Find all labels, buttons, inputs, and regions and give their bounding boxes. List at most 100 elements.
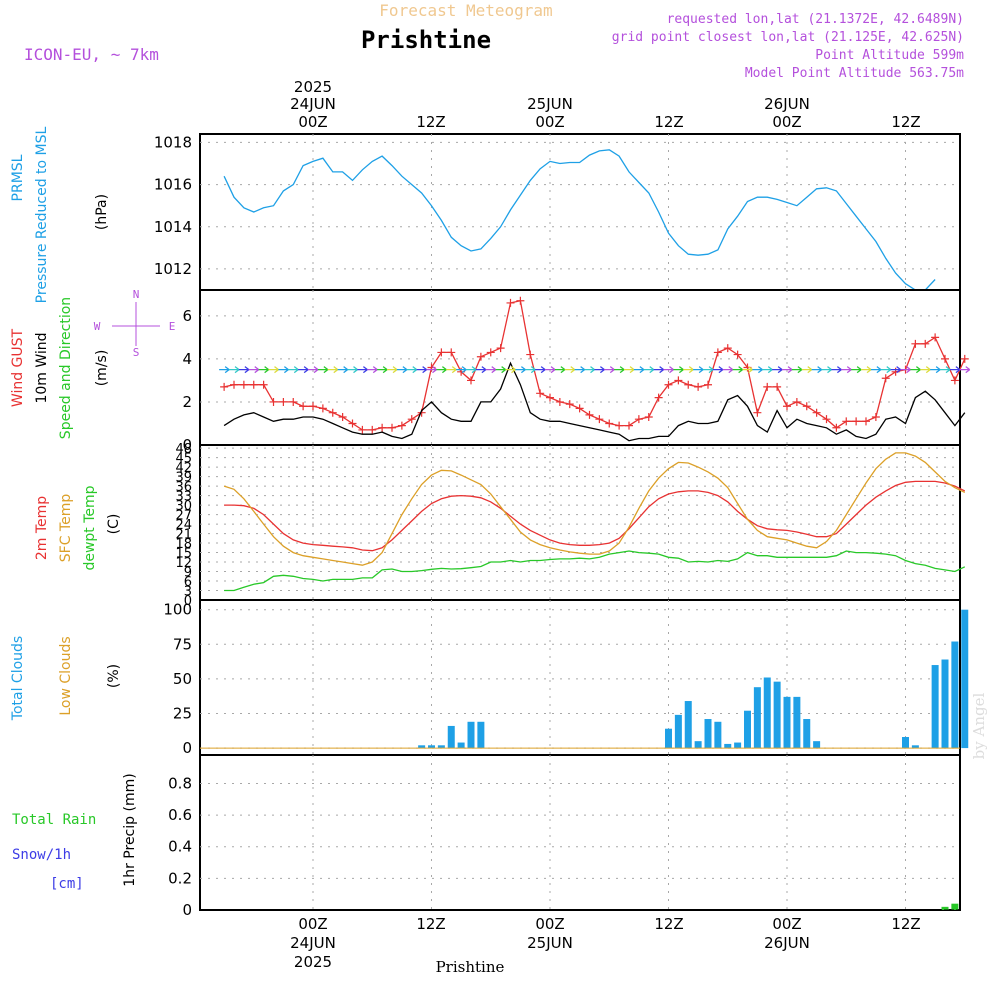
wind-direction-arrow	[683, 366, 694, 374]
y-tick-label: 15	[175, 547, 192, 562]
total-clouds-bar	[803, 719, 811, 749]
bottom-tick-label-2: 12Z	[416, 915, 445, 933]
wind-direction-arrow	[357, 366, 368, 374]
y-tick-label: 33	[175, 490, 192, 505]
compass-south: S	[133, 346, 140, 359]
gust-point	[921, 339, 930, 348]
bottom-day-label-2: 25JUN	[527, 934, 573, 952]
total-clouds-bar	[457, 742, 465, 749]
total-clouds-bar	[704, 719, 712, 749]
total-clouds-bar	[418, 745, 426, 749]
wind-direction-arrow	[219, 366, 230, 374]
compass-north: N	[133, 288, 140, 301]
total-clouds-bar	[902, 737, 909, 749]
wind-direction-arrow	[466, 366, 477, 374]
y-tick-label: 100	[163, 601, 192, 619]
top-day-label-3: 26JUN	[764, 95, 810, 113]
gust-point	[950, 376, 959, 385]
gust-point	[506, 298, 515, 307]
wind-direction-arrow	[367, 366, 378, 374]
gust-point	[239, 380, 248, 389]
series-line-sfc-temp	[223, 452, 966, 566]
gust-point	[654, 393, 663, 402]
wind-direction-arrow	[416, 366, 428, 374]
wind-direction-arrow	[485, 366, 497, 374]
gust-point	[704, 380, 712, 389]
top-year-label: 2025	[294, 78, 332, 96]
wind-direction-arrow	[703, 366, 714, 374]
y-tick-label: 3	[184, 585, 192, 600]
snow-unit: [cm]	[50, 876, 84, 892]
wind-direction-arrow	[426, 366, 437, 374]
gust-point	[634, 415, 643, 424]
gust-point	[447, 348, 456, 357]
total-clouds-bar	[694, 741, 702, 749]
total-clouds-bar	[951, 641, 959, 749]
gust-point	[763, 382, 772, 391]
gust-point	[467, 376, 475, 385]
wind-direction-arrow	[446, 366, 457, 374]
wind-direction-arrow	[604, 366, 615, 374]
wind-direction-arrow	[663, 366, 674, 374]
gust-point	[269, 397, 278, 406]
gust-point	[871, 413, 880, 422]
gust-point	[526, 350, 535, 359]
wind-direction-arrow	[821, 366, 832, 374]
wind-direction-arrow	[248, 366, 260, 374]
gust-point	[773, 382, 782, 391]
top-tick-label-5: 00Z	[772, 113, 801, 131]
compass-west: W	[94, 320, 101, 333]
gust-point	[289, 397, 298, 406]
y-tick-label: 0.2	[168, 869, 192, 887]
wind-direction-arrow	[545, 366, 556, 374]
gust-point	[911, 339, 920, 348]
total-clouds-bar	[665, 728, 672, 749]
temp-label-2: SFC Temp	[58, 494, 74, 563]
pressure-unit: (hPa)	[94, 194, 110, 230]
total-clouds-bar	[763, 677, 771, 749]
gust-point	[605, 419, 614, 428]
y-tick-label: 75	[173, 635, 192, 653]
pressure-label-2: Pressure Reduced to MSL	[34, 126, 50, 303]
series-line-2m-temp	[224, 480, 966, 552]
y-tick-label: 18	[175, 537, 192, 552]
top-day-label-1: 24JUN	[290, 95, 336, 113]
wind-direction-arrow	[456, 366, 467, 374]
precip-unit: 1hr Precip (mm)	[122, 773, 138, 886]
temp-label-1: 2m Temp	[34, 496, 50, 560]
gust-point	[565, 400, 574, 409]
y-tick-label: 0	[182, 436, 192, 454]
wind-direction-arrow	[229, 366, 240, 374]
total-clouds-bar	[783, 696, 791, 749]
gust-point	[575, 404, 584, 413]
y-tick-label: 12	[175, 556, 192, 571]
y-tick-label: 1014	[154, 218, 192, 236]
supertitle: Forecast Meteogram	[379, 1, 552, 20]
wind-direction-arrow	[949, 366, 961, 374]
wind-direction-arrow	[772, 366, 783, 374]
gust-point	[546, 393, 554, 402]
y-tick-label: 6	[184, 575, 192, 590]
gust-point	[397, 421, 406, 430]
wind-direction-arrow	[742, 366, 753, 374]
gust-point	[931, 333, 940, 342]
total-clouds-bar	[437, 745, 445, 749]
gust-point	[684, 380, 693, 389]
wind-direction-arrow	[377, 366, 388, 374]
wind-direction-arrow	[693, 366, 704, 374]
top-day-label-2: 25JUN	[527, 95, 573, 113]
series-line-dewpt-temp	[224, 550, 966, 592]
wind-direction-arrow	[337, 366, 349, 374]
gust-point	[338, 413, 347, 422]
gust-point	[644, 413, 653, 422]
y-tick-label: 30	[175, 499, 192, 514]
wind-direction-arrow	[347, 366, 358, 374]
gust-point	[476, 352, 485, 361]
y-tick-label: 6	[182, 307, 192, 325]
total-clouds-bar	[477, 721, 485, 749]
series-line-wind-gust	[223, 300, 966, 431]
wind-direction-arrow	[594, 366, 605, 374]
wind-direction-arrow	[732, 366, 744, 374]
gust-point	[220, 382, 229, 391]
